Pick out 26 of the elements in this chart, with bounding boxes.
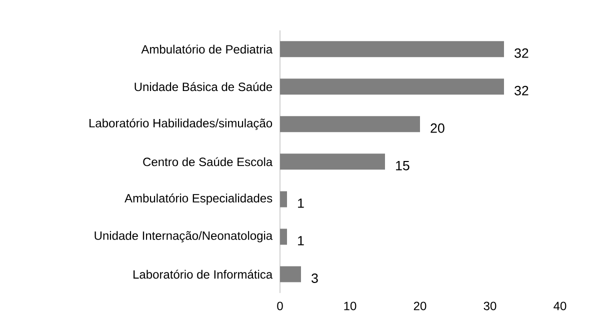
x-tick-label: 10 [344,302,356,310]
y-tick-label: Unidade Internação/Neonatologia [94,231,273,242]
bar [280,116,420,132]
x-tick-label: 30 [484,302,496,310]
data-label: 32 [514,86,528,96]
y-tick-label: Ambulatório Especialidades [124,194,272,205]
data-label: 20 [430,123,444,133]
y-tick-label: Laboratório de Informática [134,270,273,279]
bar [280,266,301,282]
bar [280,228,288,245]
bar [280,78,504,95]
y-tick-label: Ambulatório de Pediatria [141,44,273,54]
y-tick-label: Laboratório Habilidades/simulação [90,118,272,130]
y-tick-label: Centro de Saúde Escola [143,157,273,166]
data-label: 1 [298,198,304,208]
bar [280,154,385,170]
bar [280,41,504,58]
data-label: 3 [312,274,318,283]
data-label: 15 [396,161,410,170]
data-label: 32 [514,48,528,58]
x-tick-label: 0 [277,302,283,310]
x-tick-label: 40 [554,302,566,310]
bar [280,191,288,208]
data-label: 1 [298,236,304,246]
y-tick-label: Unidade Básica de Saúde [134,82,272,92]
x-tick-label: 20 [414,302,426,310]
